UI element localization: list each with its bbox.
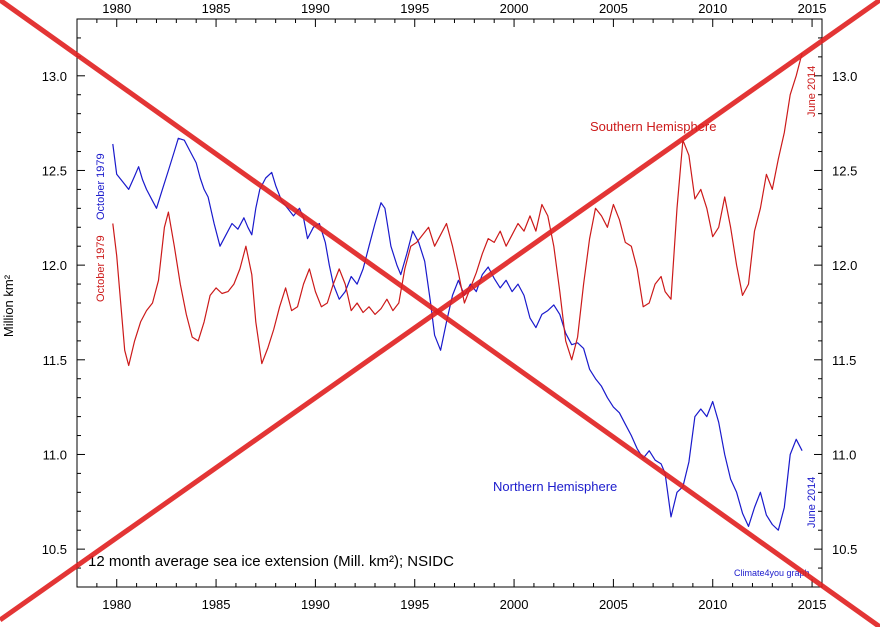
y-tick-label-right: 10.5 xyxy=(832,542,857,557)
y-tick-label-right: 12.5 xyxy=(832,163,857,178)
y-axis-label: Million km² xyxy=(1,274,16,337)
y-tick-label: 11.5 xyxy=(43,353,67,368)
southern-end-label: June 2014 xyxy=(806,66,818,117)
chart-title: 12 month average sea ice extension (Mill… xyxy=(88,553,454,570)
y-tick-label: 10.5 xyxy=(42,542,67,557)
northern-start-label: October 1979 xyxy=(95,153,107,220)
y-tick-label: 11.0 xyxy=(43,447,67,462)
x-tick-label-top: 2015 xyxy=(798,1,827,16)
northern-hemisphere-label: Northern Hemisphere xyxy=(493,479,617,494)
northern-hemisphere-line xyxy=(112,137,803,531)
x-tick-label: 1980 xyxy=(102,597,131,612)
x-tick-label-top: 1985 xyxy=(202,1,231,16)
ticks-layer: 1980 1980 1985 1985 1990 1990 1995 1995 2000 2000… xyxy=(42,1,858,612)
x-tick-label-top: 2000 xyxy=(500,1,529,16)
southern-hemisphere-line xyxy=(112,52,803,367)
y-tick-label-right: 11.0 xyxy=(832,447,856,462)
x-tick-label-top: 2005 xyxy=(599,1,628,16)
x-tick-label: 1985 xyxy=(202,597,231,612)
y-tick-label-right: 13.0 xyxy=(832,69,857,84)
x-tick-label: 2005 xyxy=(599,597,628,612)
northern-end-label: June 2014 xyxy=(806,477,818,528)
southern-start-label: October 1979 xyxy=(95,235,107,302)
x-tick-label: 2000 xyxy=(500,597,529,612)
x-tick-label-top: 1990 xyxy=(301,1,330,16)
y-tick-label: 12.5 xyxy=(42,163,67,178)
series-layer xyxy=(112,52,803,531)
y-tick-label-right: 11.5 xyxy=(832,353,856,368)
x-tick-label-top: 2010 xyxy=(698,1,727,16)
y-tick-label-right: 12.0 xyxy=(832,258,857,273)
x-tick-label-top: 1980 xyxy=(102,1,131,16)
labels-layer: Million km² 12 month average sea ice ext… xyxy=(1,66,818,578)
x-tick-label-top: 1995 xyxy=(400,1,429,16)
x-tick-label: 2015 xyxy=(798,597,827,612)
y-tick-label: 12.0 xyxy=(42,258,67,273)
x-tick-label: 2010 xyxy=(698,597,727,612)
x-tick-label: 1995 xyxy=(400,597,429,612)
x-tick-label: 1990 xyxy=(301,597,330,612)
southern-hemisphere-label: Southern Hemisphere xyxy=(590,119,716,134)
y-tick-label: 13.0 xyxy=(42,69,67,84)
credit-label: Climate4you graph xyxy=(734,568,810,578)
